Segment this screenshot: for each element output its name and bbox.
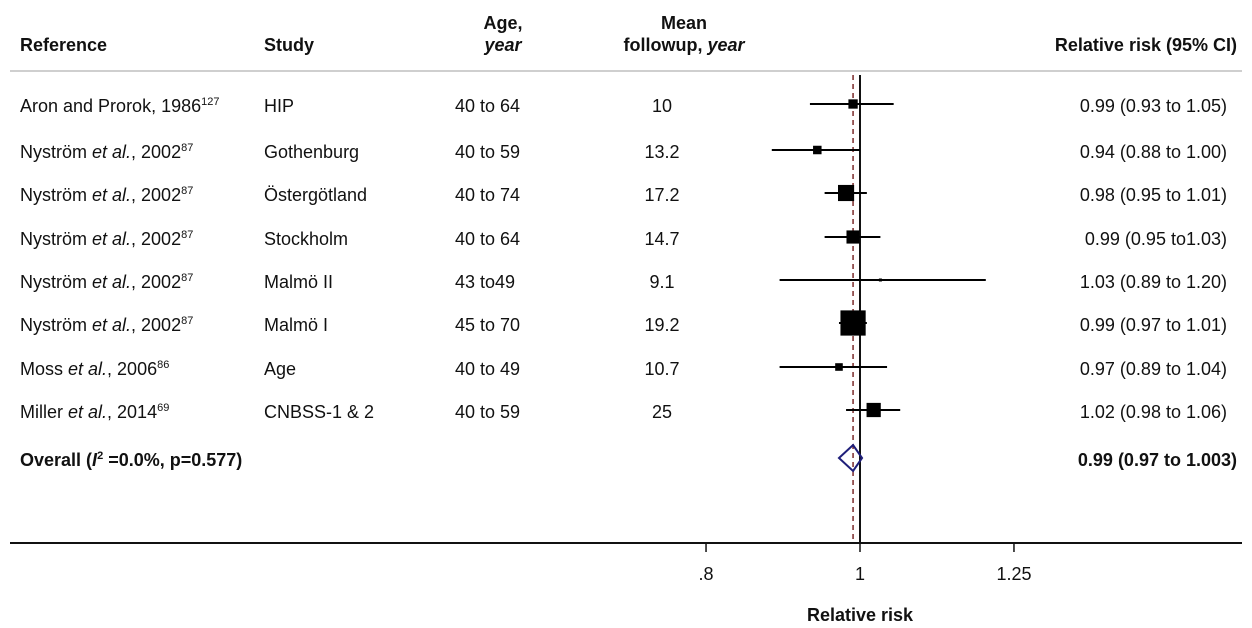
row-ci-text: 0.98 (0.95 to 1.01) [1079,185,1227,205]
row-reference: Nyström et al., 200287 [20,229,194,249]
x-tick-label: .8 [699,564,714,584]
weight-marker [813,145,822,155]
row-reference: Nyström et al., 200287 [20,185,194,205]
weight-marker [837,184,855,202]
row-study: HIP [264,96,295,116]
row-ci-text: 1.03 (0.89 to 1.20) [1079,272,1227,292]
table-row: Nyström et al., 200287 Malmö II 43 to49 9.1… [0,270,1252,294]
row-study: Stockholm [264,229,349,249]
header-age-line2: year [484,35,522,55]
table-row: Miller et al., 201469 CNBSS-1 & 2 40 to 59… [0,400,1252,424]
row-age: 40 to 49 [455,359,521,379]
row-ci-text: 0.99 (0.97 to 1.01) [1079,315,1227,335]
weight-marker [846,230,860,244]
row-followup: 10.7 [644,359,680,379]
row-ci-text: 1.02 (0.98 to 1.06) [1079,402,1227,422]
header-reference: Reference [20,35,108,55]
header-relative-risk: Relative risk (95% CI) [1054,35,1237,55]
overall-ci-text: 0.99 (0.97 to 1.003) [1077,450,1237,470]
row-reference: Aron and Prorok, 1986127 [20,96,220,116]
row-followup: 14.7 [644,229,680,249]
row-age: 45 to 70 [455,315,521,335]
row-study: Malmö I [264,315,329,335]
weight-marker [840,310,866,336]
header-followup-line1: Mean [660,13,708,33]
x-axis-line [10,542,1242,544]
table-row: Aron and Prorok, 1986127 HIP 40 to 64 10 0.9… [0,94,1252,118]
row-study: Age [264,359,297,379]
row-study: CNBSS-1 & 2 [264,402,375,422]
row-age: 40 to 74 [455,185,521,205]
table-row: Moss et al., 200686 Age 40 to 49 10.7 0.97 (… [0,357,1252,381]
overall-label: Overall (I2 =0.0%, p=0.577) [20,450,243,470]
table-row: Nyström et al., 200287 Gothenburg 40 to 59… [0,140,1252,164]
row-age: 40 to 64 [455,96,521,116]
row-reference: Nyström et al., 200287 [20,142,194,162]
header-followup-unit: year [707,35,745,55]
row-reference: Nyström et al., 200287 [20,315,194,335]
row-reference: Moss et al., 200686 [20,359,170,379]
row-age: 40 to 59 [455,142,521,162]
x-axis-label: Relative risk [806,605,914,625]
header-separator [10,70,1242,72]
row-followup: 19.2 [644,315,680,335]
row-ci-text: 0.99 (0.93 to 1.05) [1079,96,1227,116]
overall-diamond [837,443,864,473]
table-row: Nyström et al., 200287 Östergötland 40 to … [0,183,1252,207]
weight-marker [866,402,881,418]
row-age: 43 to49 [455,272,516,292]
overall-row: Overall (I2 =0.0%, p=0.577) 0.99 (0.97 t… [0,448,1252,472]
weight-marker [878,278,882,282]
header-followup-text: followup, [623,35,703,55]
row-followup: 17.2 [644,185,680,205]
header-study: Study [264,35,315,55]
table-row: Nyström et al., 200287 Malmö I 45 to 70 19.… [0,313,1252,337]
header-followup-line2: followup, year [623,35,744,55]
row-age: 40 to 59 [455,402,521,422]
row-reference: Nyström et al., 200287 [20,272,194,292]
row-reference: Miller et al., 201469 [20,402,170,422]
weight-marker [848,99,858,109]
row-ci-text: 0.97 (0.89 to 1.04) [1079,359,1227,379]
x-tick-label: 1 [855,564,865,584]
row-study: Malmö II [264,272,334,292]
row-ci-text: 0.99 (0.95 to1.03) [1084,229,1227,249]
x-tick-label: 1.25 [996,564,1031,584]
row-followup: 25 [651,402,673,422]
table-row: Nyström et al., 200287 Stockholm 40 to 64 1… [0,227,1252,251]
row-followup: 9.1 [649,272,675,292]
row-study: Östergötland [264,185,368,205]
header-age-line1: Age, [483,13,523,33]
row-ci-text: 0.94 (0.88 to 1.00) [1079,142,1227,162]
weight-marker [835,363,843,371]
row-followup: 10 [651,96,673,116]
row-followup: 13.2 [644,142,680,162]
row-age: 40 to 64 [455,229,521,249]
row-study: Gothenburg [264,142,360,162]
